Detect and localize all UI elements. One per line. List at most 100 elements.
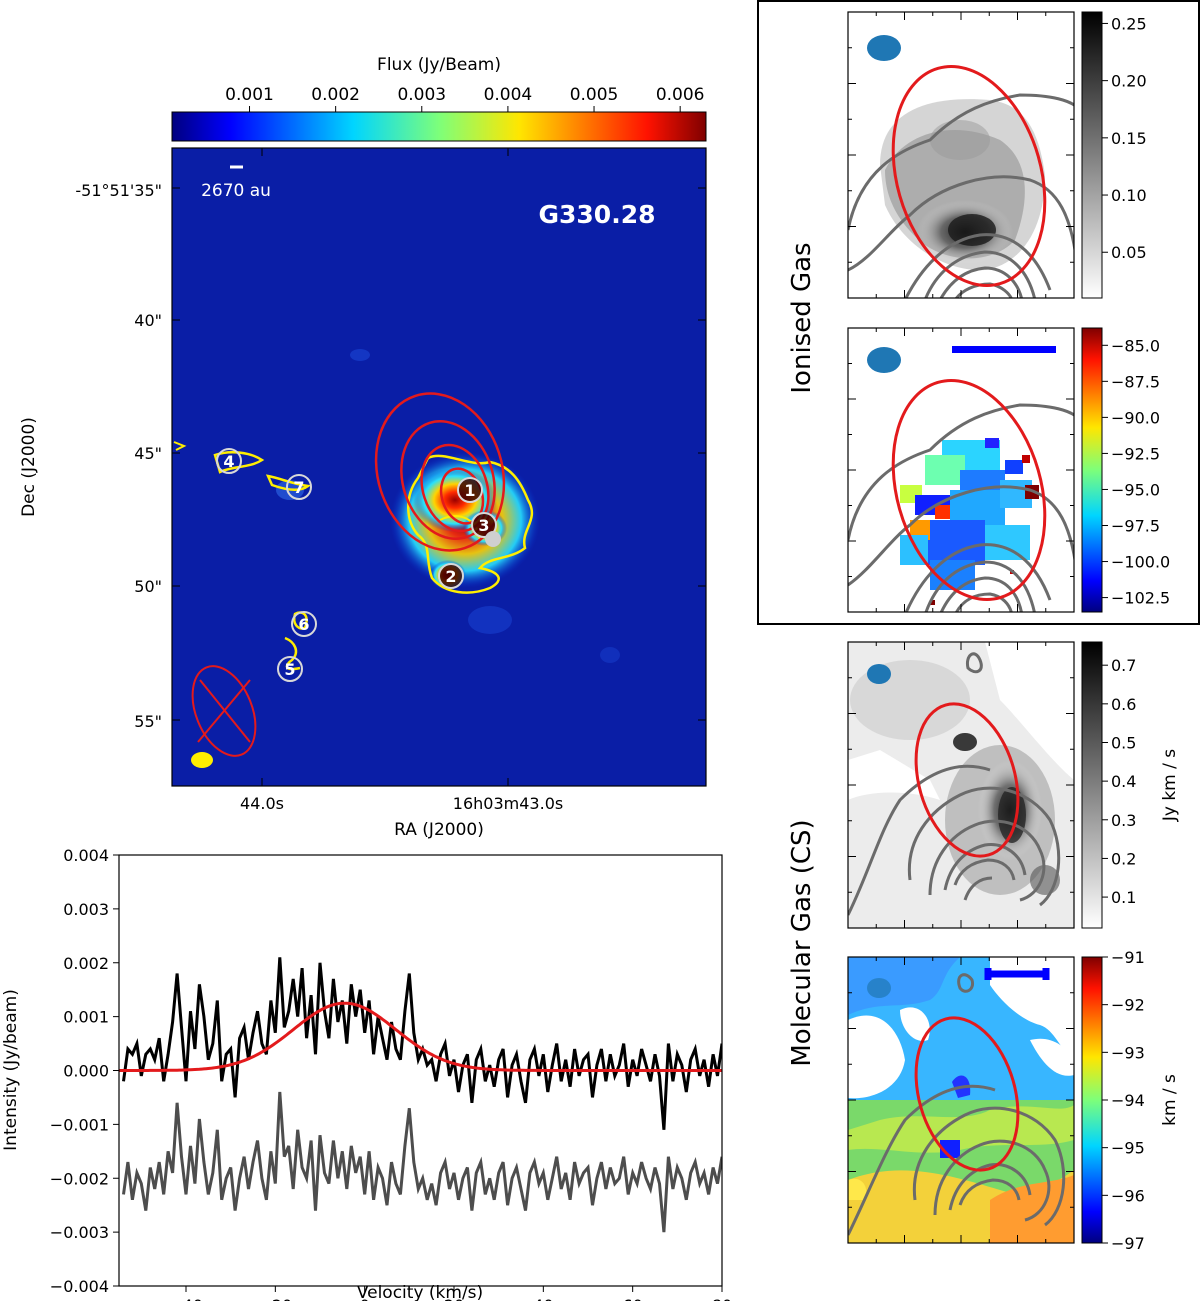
colorbar-tick-label: −90.0	[1111, 408, 1160, 427]
colorbar-tick-label: −97.5	[1111, 517, 1160, 536]
beam-marker	[867, 35, 901, 61]
cs-intensity-panel: 0.1 0.2 0.3 0.4 0.5 0.6 0.7 Jy km / s	[847, 641, 1180, 929]
colorbar-tick-label: −87.5	[1111, 372, 1160, 391]
source-label: 5	[284, 660, 295, 679]
x-tick-label: 80	[712, 1296, 732, 1301]
alma-contour-4	[213, 451, 265, 474]
scalebar	[952, 346, 1056, 353]
ra-tick-label: 16h03m43.0s	[453, 794, 563, 813]
colorbar-tick-label: 0.15	[1111, 129, 1147, 148]
y-tick-label: 0.002	[63, 954, 109, 973]
ionised-group-label: Ionised Gas	[787, 242, 817, 393]
ionised-velocity-panel: −85.0 −87.5 −90.0 −92.5 −95.0 −97.5 −100.0 −102…	[847, 327, 1170, 613]
velocity-pixels	[900, 438, 1039, 605]
alma-contour-main	[407, 454, 534, 594]
dec-tick-label: 55"	[134, 712, 162, 731]
colorbar-ticks: 0.1 0.2 0.3 0.4 0.5 0.6 0.7	[848, 642, 1136, 928]
colorbar-tick-label: 0.003	[397, 85, 446, 105]
continuum-axis-ticks	[172, 148, 706, 786]
colorbar-tick-label: 0.4	[1111, 772, 1136, 791]
source-name: G330.28	[539, 200, 656, 229]
source-marker	[216, 448, 242, 474]
colorbar-tick-label: 0.05	[1111, 243, 1147, 262]
beam-marker	[867, 664, 891, 684]
source-marker	[438, 563, 464, 589]
colorbar-tick-label: −93	[1111, 1043, 1145, 1062]
colorbar-tick-label: 0.10	[1111, 186, 1147, 205]
colorbar-label: Flux (Jy/Beam)	[377, 55, 501, 75]
x-tick-label: −20	[258, 1296, 292, 1301]
colorbar-tick-label: 0.6	[1111, 695, 1136, 714]
colorbar-tick-label: −85.0	[1111, 336, 1160, 355]
y-tick-label: −0.002	[50, 1169, 109, 1188]
continuum-frame	[171, 147, 707, 787]
colorbar-label: Jy km / s	[1160, 749, 1180, 822]
radio-contour-2	[400, 420, 496, 540]
source-label: 7	[293, 478, 304, 497]
colorbar-tick-label: 0.001	[225, 85, 274, 105]
colorbar-tick-label: 0.20	[1111, 72, 1147, 91]
dec-tick-label: -51°51'35"	[75, 181, 162, 200]
scalebar	[984, 968, 1050, 980]
colorbar-tick-label: 0.004	[484, 85, 533, 105]
colorbar-label: km / s	[1160, 1074, 1180, 1126]
radio-contour-3	[420, 443, 490, 533]
ra-tick-label: 44.0s	[240, 794, 284, 813]
colorbar-tick-label: 0.005	[570, 85, 619, 105]
colorbar-tick-label: −97	[1111, 1234, 1145, 1253]
colorbar-tick-label: 0.006	[656, 85, 705, 105]
scalebar-label: 2670 au	[201, 181, 271, 201]
dec-tick-label: 50"	[134, 577, 162, 596]
source-label: 4	[223, 452, 234, 471]
y-tick-label: 0.001	[63, 1008, 109, 1027]
radio-beam	[191, 665, 257, 757]
source-label: 3	[478, 516, 489, 535]
radio-contour	[914, 1016, 1020, 1172]
dec-tick-label: 40"	[134, 311, 162, 330]
continuum-panel: Flux (Jy/Beam) 0.001 0.002 0.003 0.004 0.005…	[19, 55, 707, 840]
y-tick-label: 0.004	[63, 846, 109, 865]
colorbar-tick-label: −92	[1111, 996, 1145, 1015]
source-marker	[286, 474, 312, 500]
ionised-group-box	[757, 0, 1200, 625]
colorbar-tick-label: −95.0	[1111, 480, 1160, 499]
dec-axis-label: Dec (J2000)	[19, 417, 39, 517]
colorbar-jet-velocity	[1081, 327, 1103, 613]
ionised-intensity-panel: 0.05 0.10 0.15 0.20 0.25	[847, 11, 1147, 299]
y-tick-label: −0.003	[50, 1223, 109, 1242]
colorbar-tick-label: −95	[1111, 1139, 1145, 1158]
x-tick-label: 0	[360, 1296, 370, 1301]
colorbar-jet	[171, 111, 707, 142]
alma-contour-edge	[173, 441, 187, 451]
continuum-image: 1 2 3 4 5 6 7 2670 au G330.28	[172, 148, 706, 786]
colorbar-tick-label: 0.25	[1111, 14, 1147, 33]
radio-contour	[891, 65, 1047, 287]
colorbar-tick-label: 0.3	[1111, 811, 1136, 830]
beam-marker	[867, 347, 901, 373]
colorbar-tick-label: 0.002	[311, 85, 360, 105]
ra-axis-label: RA (J2000)	[394, 820, 484, 840]
spectrum-y-label: Intensity (Jy/beam)	[1, 989, 21, 1151]
colorbar-tick-label: 0.2	[1111, 849, 1136, 868]
alma-contour-7	[265, 474, 312, 491]
colorbar-jet-velocity	[1081, 956, 1103, 1244]
colorbar-tick-label: 0.1	[1111, 888, 1136, 907]
source-marker	[457, 477, 483, 503]
source-label: 2	[445, 567, 456, 586]
spectrum-frame	[118, 854, 723, 1287]
x-tick-label: 40	[533, 1296, 553, 1301]
spectrum-line-black	[122, 957, 722, 1130]
colorbar-tick-label: −92.5	[1111, 444, 1160, 463]
colorbar-tick-label: −102.5	[1111, 589, 1170, 608]
colorbar-tick-label: 0.5	[1111, 733, 1136, 752]
beam-marker	[867, 978, 891, 998]
x-tick-label: 20	[444, 1296, 464, 1301]
spectrum-x-label: Velocity (km/s)	[357, 1283, 483, 1301]
x-tick-label: −40	[169, 1296, 203, 1301]
spectrum-line-gray	[122, 1091, 722, 1233]
colorbar-tick-label: −100.0	[1111, 553, 1170, 572]
colorbar-gray	[1081, 641, 1103, 929]
radio-contour	[914, 702, 1020, 858]
source-marker-extra	[485, 531, 501, 547]
